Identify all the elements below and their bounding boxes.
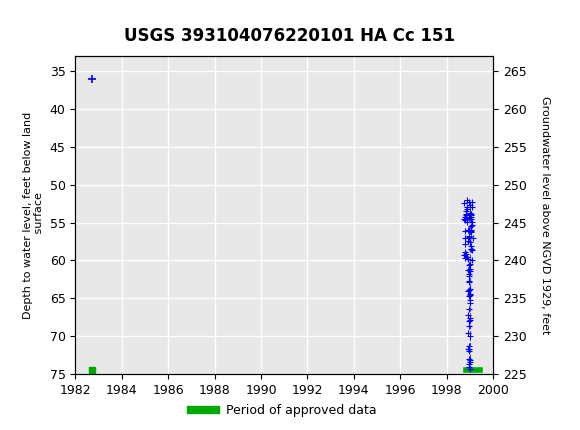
- Text: USGS 393104076220101 HA Cc 151: USGS 393104076220101 HA Cc 151: [125, 27, 455, 45]
- Legend: Period of approved data: Period of approved data: [186, 399, 382, 422]
- Text: ⅣUSGS: ⅣUSGS: [12, 10, 70, 29]
- Y-axis label: Groundwater level above NGVD 1929, feet: Groundwater level above NGVD 1929, feet: [541, 96, 550, 334]
- Y-axis label: Depth to water level, feet below land
 surface: Depth to water level, feet below land su…: [23, 111, 44, 319]
